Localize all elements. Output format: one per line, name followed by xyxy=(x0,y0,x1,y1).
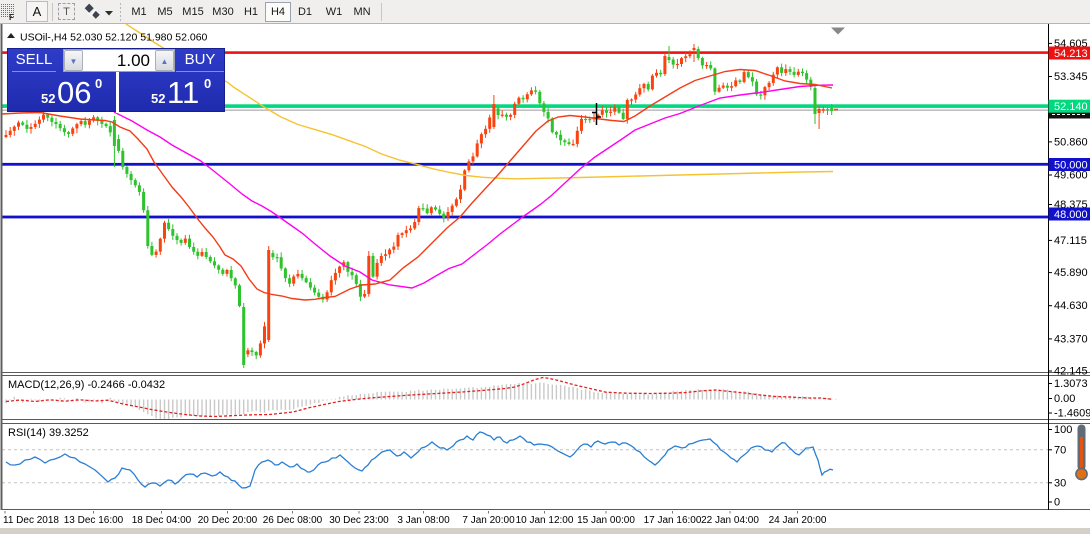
svg-text:52.140: 52.140 xyxy=(1054,101,1088,113)
svg-text:18 Dec 04:00: 18 Dec 04:00 xyxy=(132,515,192,526)
svg-text:50.860: 50.860 xyxy=(1054,136,1088,148)
svg-text:RSI(14) 39.3252: RSI(14) 39.3252 xyxy=(8,427,89,439)
svg-text:53.345: 53.345 xyxy=(1054,71,1088,83)
svg-text:17 Jan 16:00: 17 Jan 16:00 xyxy=(644,515,702,526)
svg-text:50.000: 50.000 xyxy=(1054,159,1088,171)
svg-text:11 Dec 2018: 11 Dec 2018 xyxy=(3,515,59,526)
svg-text:43.370: 43.370 xyxy=(1054,333,1088,345)
svg-text:44.630: 44.630 xyxy=(1054,300,1088,312)
svg-text:-1.4609: -1.4609 xyxy=(1054,408,1090,420)
svg-text:10 Jan 12:00: 10 Jan 12:00 xyxy=(516,515,574,526)
svg-text:0: 0 xyxy=(1054,497,1060,509)
svg-text:42.145: 42.145 xyxy=(1054,366,1088,378)
svg-text:20 Dec 20:00: 20 Dec 20:00 xyxy=(198,515,258,526)
svg-text:7 Jan 20:00: 7 Jan 20:00 xyxy=(462,515,515,526)
svg-text:3 Jan 08:00: 3 Jan 08:00 xyxy=(397,515,450,526)
svg-text:USOil-,H4 52.030 52.120 51.98: USOil-,H4 52.030 52.120 51.980 52.060 xyxy=(20,32,208,44)
svg-text:26 Dec 08:00: 26 Dec 08:00 xyxy=(263,515,323,526)
svg-text:1.3073: 1.3073 xyxy=(1054,378,1088,390)
svg-text:15 Jan 00:00: 15 Jan 00:00 xyxy=(577,515,635,526)
svg-text:30 Dec 23:00: 30 Dec 23:00 xyxy=(329,515,389,526)
svg-text:70: 70 xyxy=(1054,444,1066,456)
svg-text:54.213: 54.213 xyxy=(1054,48,1088,60)
svg-text:45.890: 45.890 xyxy=(1054,267,1088,279)
svg-text:49.600: 49.600 xyxy=(1054,170,1088,182)
svg-text:48.000: 48.000 xyxy=(1054,209,1088,221)
svg-text:47.115: 47.115 xyxy=(1054,235,1087,247)
svg-text:0.00: 0.00 xyxy=(1054,393,1075,405)
svg-text:MACD(12,26,9) -0.2466 -0.0432: MACD(12,26,9) -0.2466 -0.0432 xyxy=(8,379,165,391)
svg-text:30: 30 xyxy=(1054,477,1066,489)
svg-text:24 Jan 20:00: 24 Jan 20:00 xyxy=(769,515,827,526)
svg-text:13 Dec 16:00: 13 Dec 16:00 xyxy=(64,515,124,526)
svg-text:F: F xyxy=(9,13,14,22)
svg-text:100: 100 xyxy=(1054,424,1072,436)
svg-text:22 Jan 04:00: 22 Jan 04:00 xyxy=(701,515,759,526)
